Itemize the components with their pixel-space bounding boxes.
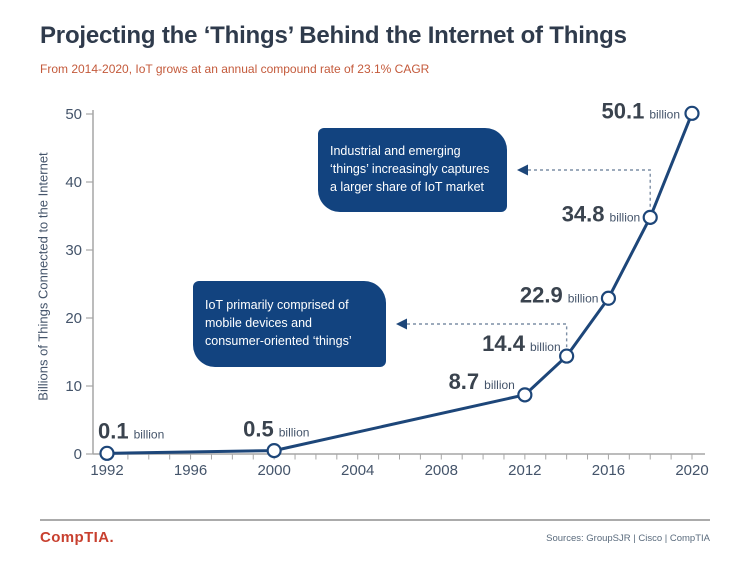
data-label: 8.7 billion [449, 369, 515, 394]
data-label: 22.9 billion [520, 282, 599, 307]
callout-consumer-things: IoT primarily comprised of mobile device… [193, 281, 386, 367]
callout-consumer-things-text: IoT primarily comprised of mobile device… [205, 298, 352, 348]
data-point-marker [642, 209, 658, 225]
data-point-marker [600, 290, 617, 306]
data-point-marker [266, 443, 282, 459]
annotation-connector-line [528, 169, 651, 209]
x-tick-label: 2012 [508, 462, 541, 479]
page-subtitle: From 2014-2020, IoT grows at an annual c… [40, 62, 430, 76]
annotation-connector-line [407, 323, 568, 348]
x-tick-label: 2008 [425, 462, 458, 479]
y-tick-label: 50 [65, 106, 82, 123]
page-title: Projecting the ‘Things’ Behind the Inter… [40, 22, 627, 49]
callout-industrial-things: Industrial and emerging ‘things’ increas… [318, 128, 507, 212]
annotation-arrow-icon [517, 164, 528, 176]
data-point-marker [517, 387, 533, 403]
x-tick-label: 2020 [675, 462, 708, 479]
x-tick-label: 2000 [257, 462, 290, 479]
comptia-logo: CompTIA. [40, 529, 115, 546]
x-tick-label: 2016 [592, 462, 625, 479]
y-tick-label: 40 [65, 174, 82, 191]
data-point-marker [684, 105, 700, 121]
x-tick-label: 1996 [174, 462, 207, 479]
x-tick-label: 1992 [90, 462, 123, 479]
y-tick-label: 30 [65, 242, 82, 259]
data-label: 14.4 billion [482, 331, 561, 356]
data-point-marker [99, 445, 115, 461]
y-tick-label: 10 [65, 378, 82, 395]
footer-divider [40, 519, 710, 521]
y-tick-label: 20 [65, 310, 82, 327]
data-label: 0.5 billion [243, 417, 309, 442]
callout-industrial-things-text: Industrial and emerging ‘things’ increas… [330, 144, 490, 194]
data-label: 50.1 billion [601, 98, 680, 123]
data-label: 34.8 billion [562, 201, 641, 226]
data-label: 0.1 billion [98, 418, 164, 443]
sources-text: Sources: GroupSJR | Cisco | CompTIA [546, 533, 710, 544]
x-tick-label: 2004 [341, 462, 374, 479]
data-point-marker [559, 348, 575, 364]
y-tick-label: 0 [74, 446, 82, 463]
annotation-arrow-icon [396, 318, 407, 330]
